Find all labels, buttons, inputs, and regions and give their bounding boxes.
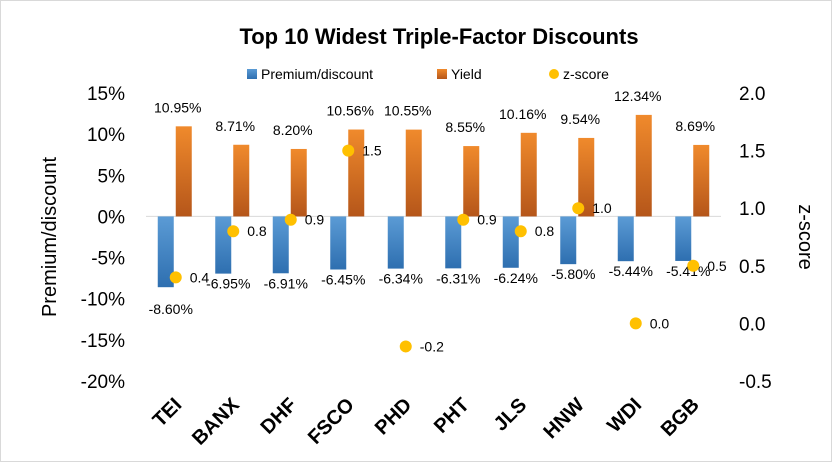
y-tick-label: -15% [81,331,125,352]
zscore-point [169,271,182,284]
data-label-zscore: 0.4 [190,269,210,285]
data-label-premium: -6.95% [206,276,250,292]
data-label-zscore: 0.8 [535,223,555,239]
zscore-point [629,317,642,330]
legend-yield-swatch [437,69,447,79]
y2-tick-label: 2.0 [739,84,765,105]
y2-axis-title: z-score [794,204,816,270]
data-label-yield: 10.55% [384,103,431,119]
y-tick-label: 10% [87,125,125,146]
y-tick-label: 15% [87,84,125,105]
data-label-yield: 8.71% [215,118,255,134]
zscore-point [342,144,355,157]
y2-tick-label: -0.5 [739,372,772,393]
data-label-yield: 10.16% [499,106,546,122]
y-tick-label: -10% [81,290,125,311]
bar-yield [693,144,710,217]
category-label: BGB [657,394,704,441]
legend-zscore-swatch [549,69,559,79]
category-label: TEI [149,394,187,432]
category-label: PHD [371,394,416,439]
legend-zscore-label: z-score [563,66,609,82]
bar-premium [560,216,577,265]
y-axis-title: Premium/discount [39,157,61,318]
category-label: DHF [257,394,302,439]
bar-premium [502,216,519,268]
bar-yield [578,137,595,217]
data-label-zscore: 1.0 [592,200,612,216]
y2-tick-label: 0.5 [739,257,765,278]
zscore-point [514,225,527,238]
data-label-premium: -6.24% [494,270,538,286]
y-tick-label: 5% [98,166,126,187]
category-label: PHT [430,394,474,438]
zscore-point [284,213,297,226]
y-tick-label: -5% [91,249,125,270]
data-label-premium: -5.80% [551,266,595,282]
zscore-point [687,259,700,272]
category-label: HNW [539,394,588,443]
bar-premium [387,216,404,269]
legend-premium-swatch [247,69,257,79]
data-label-yield: 8.20% [273,122,313,138]
bar-yield [520,132,537,217]
y2-tick-label: 1.5 [739,142,765,163]
bar-premium [272,216,289,274]
data-label-zscore: 0.8 [247,223,267,239]
data-label-premium: -6.45% [321,272,365,288]
data-label-premium: -6.31% [436,270,480,286]
data-label-yield: 10.95% [154,99,201,115]
data-label-zscore: -0.2 [420,338,444,354]
bar-premium [215,216,232,274]
category-label: BANX [188,394,244,450]
legend: Premium/discount Yield z-score [247,66,609,82]
chart-title: Top 10 Widest Triple-Factor Discounts [239,24,638,49]
data-label-zscore: 0.0 [650,315,670,331]
bar-yield [635,114,652,217]
legend-premium-label: Premium/discount [261,66,373,82]
data-label-yield: 9.54% [560,111,600,127]
data-label-zscore: 1.5 [362,143,382,159]
data-label-premium: -5.41% [666,263,710,279]
bar-premium [330,216,347,270]
category-label: FSCO [304,394,359,449]
y-tick-label: -20% [81,372,125,393]
data-label-zscore: 0.9 [305,212,325,228]
data-label-yield: 12.34% [614,88,661,104]
data-label-yield: 8.55% [445,119,485,135]
bar-yield [175,126,192,217]
category-label: JLS [490,394,531,435]
bar-yield [405,129,422,217]
zscore-point [572,202,585,215]
data-label-zscore: 0.9 [477,212,497,228]
y-tick-label: 0% [98,207,126,228]
bar-yield [463,146,480,217]
bar-yield [290,148,307,217]
data-label-yield: 8.69% [675,118,715,134]
y2-tick-label: 1.0 [739,199,765,220]
bar-premium [445,216,462,269]
zscore-point [399,340,412,353]
bar-yield [233,144,250,217]
data-label-zscore: 0.5 [707,258,727,274]
legend-yield-label: Yield [451,66,482,82]
bar-premium [157,216,174,288]
zscore-point [457,213,470,226]
data-label-premium: -5.44% [609,263,653,279]
data-label-premium: -6.34% [379,271,423,287]
bar-premium [617,216,634,262]
plot-area: 15% 10% 5% 0% -5% -10% -15% -20% 2.0 1.5 1.0 0.5 0.0… [39,84,816,450]
bar-premium [675,216,692,261]
zscore-point [227,225,240,238]
category-label: WDI [603,394,646,437]
data-label-premium: -6.91% [264,275,308,291]
y2-tick-label: 0.0 [739,314,765,335]
data-label-premium: -8.60% [149,301,193,317]
data-label-yield: 10.56% [327,103,374,119]
